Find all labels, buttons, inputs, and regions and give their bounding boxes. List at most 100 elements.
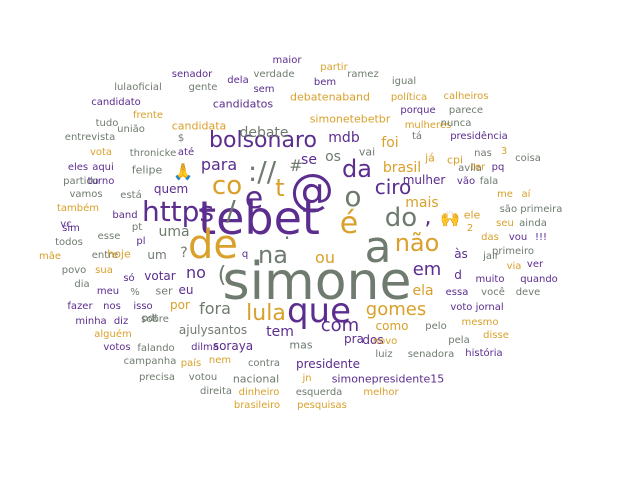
- cloud-word: #: [289, 156, 303, 175]
- cloud-word: é: [339, 206, 359, 241]
- cloud-word: mulher: [402, 173, 446, 187]
- cloud-word: @: [290, 165, 334, 216]
- cloud-word: mulheres: [404, 120, 452, 131]
- cloud-word: nos: [103, 301, 121, 312]
- cloud-word: disse: [483, 330, 509, 341]
- cloud-word: como: [375, 319, 409, 333]
- cloud-word: q: [241, 249, 249, 260]
- cloud-word: via: [506, 261, 522, 272]
- cloud-word: ,: [424, 205, 432, 230]
- cloud-word: dilma: [191, 342, 219, 353]
- cloud-word: $: [177, 133, 185, 144]
- cloud-word: essa: [445, 287, 469, 298]
- cloud-word: parece: [448, 105, 484, 116]
- cloud-word: está: [120, 190, 142, 201]
- cloud-word: brasil: [382, 160, 422, 176]
- cloud-word: presidência: [450, 131, 508, 142]
- cloud-word: pela: [448, 335, 470, 346]
- cloud-word: pdt: [141, 313, 159, 324]
- cloud-word: ele: [463, 208, 481, 222]
- cloud-word: jn: [302, 373, 312, 384]
- cloud-word: de: [188, 222, 238, 268]
- cloud-word: ainda: [519, 218, 547, 229]
- cloud-word: tudo: [95, 118, 119, 129]
- cloud-word: simonetebetbr: [309, 112, 391, 126]
- cloud-word: mãe: [38, 251, 62, 262]
- cloud-word: pq: [491, 162, 505, 173]
- cloud-word: nem: [208, 355, 232, 366]
- cloud-word: eu: [178, 283, 194, 297]
- cloud-word: gomes: [365, 299, 427, 320]
- cloud-word: lula: [246, 301, 286, 326]
- cloud-word: cpi: [446, 153, 464, 167]
- cloud-word: !!!: [534, 232, 548, 243]
- cloud-word: candidatos: [212, 97, 274, 111]
- cloud-word: direita: [200, 386, 232, 397]
- cloud-word: igual: [391, 76, 417, 87]
- cloud-word: maior: [272, 55, 302, 66]
- cloud-word: mdb: [328, 130, 360, 146]
- cloud-word: brasileiro: [233, 400, 281, 411]
- cloud-word: que: [286, 291, 352, 331]
- cloud-word: candidato: [91, 97, 141, 108]
- cloud-word: mesmo: [461, 317, 499, 328]
- cloud-word: todos: [55, 237, 83, 248]
- cloud-word: foi: [381, 135, 399, 151]
- cloud-word: nas: [474, 148, 492, 159]
- cloud-word: fala: [479, 176, 499, 187]
- cloud-word: vota: [89, 147, 113, 158]
- cloud-word: e: [244, 181, 264, 216]
- cloud-word: calheiros: [443, 91, 489, 102]
- cloud-word: sobre: [141, 314, 169, 325]
- cloud-word: esse: [97, 231, 121, 242]
- cloud-word: debate: [239, 125, 289, 141]
- cloud-word: união: [117, 124, 145, 135]
- cloud-word: vou: [508, 232, 528, 243]
- cloud-word: presidente: [296, 357, 360, 371]
- cloud-word: um: [147, 248, 167, 262]
- cloud-word: voto jornal: [450, 302, 504, 313]
- cloud-word: novo: [372, 336, 398, 347]
- cloud-word: soraya: [212, 339, 254, 353]
- cloud-word: turno: [87, 176, 115, 187]
- cloud-word: também: [56, 203, 100, 214]
- cloud-word: entrevista: [64, 132, 116, 143]
- cloud-word: gente: [188, 82, 218, 93]
- cloud-word: só: [123, 273, 135, 284]
- cloud-word: /: [226, 194, 236, 227]
- cloud-word: campanha: [123, 356, 177, 367]
- cloud-word: co: [211, 171, 243, 201]
- cloud-word: ela: [412, 283, 434, 299]
- cloud-word: pl: [136, 236, 146, 247]
- cloud-word: votos: [103, 342, 131, 353]
- cloud-word: senadora: [407, 349, 455, 360]
- cloud-word: das: [481, 232, 499, 243]
- cloud-word: ?: [180, 245, 188, 261]
- cloud-word: lulaoficial: [114, 82, 162, 93]
- cloud-word: jair: [483, 251, 499, 262]
- cloud-word: ://: [247, 155, 277, 188]
- cloud-word: ciro: [374, 175, 412, 199]
- cloud-word: são primeira: [499, 204, 563, 215]
- cloud-word: às: [454, 247, 468, 261]
- cloud-word: aí: [521, 189, 531, 200]
- cloud-word: 3: [500, 146, 508, 157]
- cloud-word: quando: [520, 274, 558, 285]
- cloud-word: eles: [67, 162, 89, 173]
- cloud-word: candidata: [171, 119, 227, 133]
- cloud-word: bem: [313, 77, 337, 88]
- cloud-word: fora: [199, 299, 231, 318]
- cloud-word: votar: [144, 269, 176, 283]
- cloud-word: com: [320, 315, 360, 336]
- cloud-word: política: [390, 92, 428, 103]
- cloud-word: minha: [75, 316, 107, 327]
- cloud-word: dos: [362, 333, 384, 347]
- cloud-word: avila: [458, 163, 482, 174]
- cloud-word: não: [394, 229, 440, 257]
- cloud-word: diz: [113, 316, 129, 327]
- cloud-word: porque: [400, 105, 436, 116]
- cloud-word: (: [217, 263, 227, 288]
- cloud-word: partir: [320, 62, 348, 73]
- cloud-word: %: [130, 287, 140, 298]
